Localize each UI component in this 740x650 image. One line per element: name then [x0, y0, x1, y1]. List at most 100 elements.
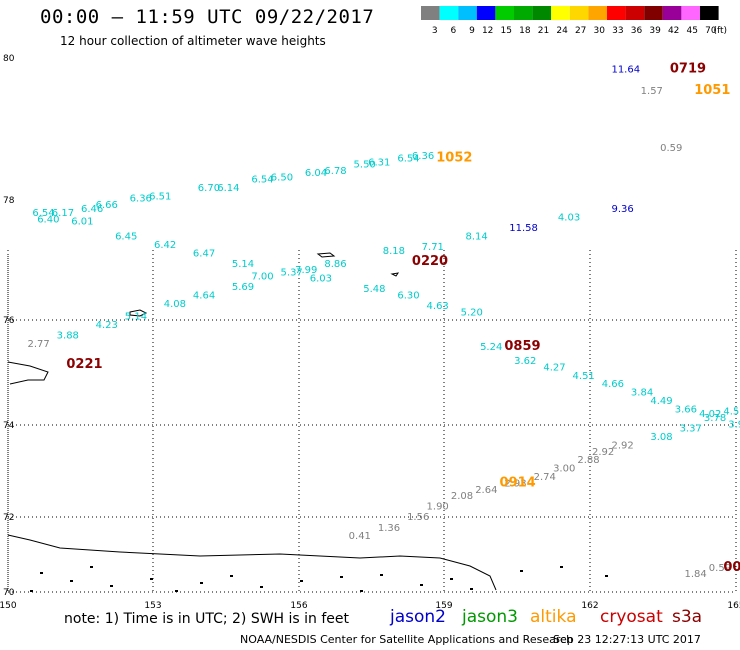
coastline — [7, 252, 608, 592]
swh-value: 4.02 — [699, 409, 721, 420]
swh-value: 6.04 — [305, 168, 327, 179]
pass-time: 0859 — [504, 339, 540, 354]
swh-value: 7.99 — [295, 265, 317, 276]
swh-value: 8.86 — [324, 259, 346, 270]
swh-value: 3.95 — [728, 419, 740, 430]
legend-swatch — [439, 6, 459, 20]
swh-value: 6.46 — [81, 204, 103, 215]
swh-value: 5.24 — [480, 342, 502, 353]
swh-value: 11.64 — [611, 65, 640, 76]
pass-time: 1052 — [436, 150, 472, 165]
swh-value: 6.36 — [412, 151, 434, 162]
swh-value: 7.71 — [422, 242, 444, 253]
legend-swatch — [644, 6, 663, 20]
legend-label: 70 — [705, 26, 717, 36]
swh-value: 4.66 — [602, 379, 624, 390]
swh-value: 0.59 — [660, 143, 682, 154]
legend-swatch — [532, 6, 552, 20]
credit-line: NOAA/NESDIS Center for Satellite Applica… — [240, 633, 574, 646]
legend-label: 36 — [631, 26, 643, 36]
legend-swatch — [662, 6, 682, 20]
legend-swatch — [569, 6, 589, 20]
lon-tick-label: 150 — [0, 601, 17, 611]
swh-value: 6.31 — [368, 158, 390, 169]
swh-value: 7.00 — [251, 272, 273, 283]
legend-swatch — [607, 6, 626, 20]
swh-value: 2.92 — [611, 440, 633, 451]
legend-swatch — [458, 6, 477, 20]
lat-tick-label: 72 — [3, 513, 14, 523]
lon-tick-label: 162 — [581, 601, 598, 611]
swh-value: 3.00 — [553, 464, 575, 475]
legend-label: 6 — [450, 26, 456, 36]
swh-value: 4.64 — [193, 291, 215, 302]
swh-value: 3.62 — [514, 356, 536, 367]
lat-tick-label: 78 — [3, 196, 15, 206]
swh-value: 6.47 — [193, 248, 215, 259]
swh-value: 6.51 — [149, 191, 171, 202]
swh-value: 4.23 — [96, 320, 118, 331]
swh-value: 6.70 — [198, 183, 220, 194]
legend-label: 9 — [469, 26, 475, 36]
lat-tick-label: 76 — [3, 316, 15, 326]
swh-value: 4.08 — [164, 299, 186, 310]
swh-value: 1.36 — [378, 523, 400, 534]
swh-value: 6.40 — [37, 215, 59, 226]
swh-value: 3.66 — [675, 405, 697, 416]
swh-value: 1.90 — [427, 502, 449, 513]
swh-value: 2.88 — [577, 455, 599, 466]
legend-label: 15 — [501, 26, 512, 36]
lon-tick-label: 156 — [290, 601, 307, 611]
swh-value: 4.63 — [427, 301, 449, 312]
swh-value: 5.20 — [461, 307, 483, 318]
swh-value: 2.64 — [475, 485, 497, 496]
swh-value: 8.14 — [465, 231, 487, 242]
legend-label: 33 — [612, 26, 623, 36]
legend-label: 42 — [668, 26, 679, 36]
pass-time: 0221 — [66, 357, 102, 372]
pass-time: 0914 — [500, 475, 536, 490]
legend-swatch — [700, 6, 719, 20]
pass-time: 004 — [723, 560, 740, 575]
legend-label: 27 — [575, 26, 586, 36]
lat-tick-label: 80 — [3, 54, 15, 64]
swh-value: 5.69 — [232, 282, 254, 293]
legend-label: 30 — [594, 26, 606, 36]
legend-swatch — [476, 6, 496, 20]
swh-value: 4.27 — [543, 362, 565, 373]
swh-value: 6.17 — [52, 208, 74, 219]
swh-value: 11.58 — [509, 223, 538, 234]
mission-s3a: s3a — [672, 607, 703, 627]
swh-value: 3.37 — [680, 424, 702, 435]
legend-swatch — [588, 6, 607, 20]
page-subtitle: 12 hour collection of altimeter wave hei… — [60, 34, 326, 48]
legend-swatch — [681, 6, 700, 20]
swh-value: 2.74 — [534, 472, 556, 483]
swh-value: 4.49 — [650, 396, 672, 407]
swh-value: 4.03 — [558, 212, 580, 223]
legend-label: 24 — [556, 26, 568, 36]
legend-label: 18 — [519, 26, 531, 36]
pass-time: 0719 — [670, 62, 706, 77]
page-title: 00:00 – 11:59 UTC 09/22/2017 — [40, 6, 375, 28]
swh-value: 1.57 — [641, 86, 663, 97]
axis-labels: 150153156159162165807876747270 — [0, 54, 740, 611]
lon-tick-label: 165 — [727, 601, 740, 611]
swh-value: 1.56 — [407, 512, 429, 523]
legend-swatch — [551, 6, 570, 20]
swh-value: 4.51 — [573, 371, 595, 382]
swh-value: 3.88 — [57, 331, 79, 342]
swh-value: 6.54 — [397, 153, 419, 164]
swh-value: 6.45 — [115, 231, 137, 242]
swh-value: 0.59 — [709, 563, 731, 574]
swh-value: 3.78 — [704, 413, 726, 424]
pass-time: 0220 — [412, 254, 448, 269]
pass-time: 1051 — [694, 83, 730, 98]
lon-tick-label: 153 — [144, 601, 161, 611]
swh-value: 5.48 — [363, 284, 385, 295]
swh-value: 5.14 — [232, 259, 254, 270]
swh-value: 6.78 — [324, 166, 346, 177]
lat-tick-label: 70 — [3, 588, 15, 598]
legend-swatch — [495, 6, 514, 20]
